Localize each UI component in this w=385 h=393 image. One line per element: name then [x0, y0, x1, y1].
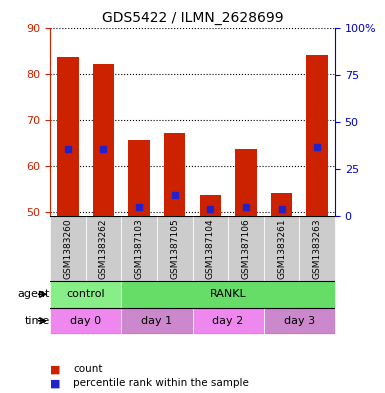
- Bar: [271, 193, 292, 216]
- Text: time: time: [25, 316, 50, 326]
- Text: GSM1387103: GSM1387103: [135, 218, 144, 279]
- Bar: [235, 149, 257, 216]
- Bar: [128, 140, 150, 216]
- Text: day 3: day 3: [284, 316, 315, 326]
- Text: GSM1383261: GSM1383261: [277, 218, 286, 279]
- FancyBboxPatch shape: [50, 216, 85, 281]
- Text: GSM1387106: GSM1387106: [241, 218, 250, 279]
- Text: agent: agent: [18, 289, 50, 299]
- FancyBboxPatch shape: [157, 216, 192, 281]
- FancyBboxPatch shape: [121, 307, 192, 334]
- FancyBboxPatch shape: [264, 307, 335, 334]
- FancyBboxPatch shape: [50, 281, 121, 307]
- Bar: [57, 57, 79, 216]
- Text: count: count: [73, 364, 103, 375]
- Text: day 2: day 2: [213, 316, 244, 326]
- Text: GSM1383262: GSM1383262: [99, 219, 108, 279]
- FancyBboxPatch shape: [85, 216, 121, 281]
- Title: GDS5422 / ILMN_2628699: GDS5422 / ILMN_2628699: [102, 11, 283, 25]
- Text: day 0: day 0: [70, 316, 101, 326]
- Text: percentile rank within the sample: percentile rank within the sample: [73, 378, 249, 388]
- FancyBboxPatch shape: [50, 307, 121, 334]
- FancyBboxPatch shape: [121, 281, 335, 307]
- FancyBboxPatch shape: [228, 216, 264, 281]
- Text: GSM1387105: GSM1387105: [170, 218, 179, 279]
- Text: GSM1383260: GSM1383260: [64, 218, 72, 279]
- FancyBboxPatch shape: [192, 216, 228, 281]
- Text: GSM1383263: GSM1383263: [313, 218, 321, 279]
- Text: day 1: day 1: [141, 316, 172, 326]
- Text: ■: ■: [50, 364, 60, 375]
- FancyBboxPatch shape: [121, 216, 157, 281]
- FancyBboxPatch shape: [192, 307, 264, 334]
- FancyBboxPatch shape: [264, 216, 300, 281]
- Text: GSM1387104: GSM1387104: [206, 218, 215, 279]
- Text: ■: ■: [50, 378, 60, 388]
- FancyBboxPatch shape: [300, 216, 335, 281]
- Bar: [93, 64, 114, 216]
- Bar: [164, 133, 186, 216]
- Bar: [306, 55, 328, 216]
- Text: control: control: [66, 289, 105, 299]
- Bar: [199, 195, 221, 216]
- Text: RANKL: RANKL: [210, 289, 246, 299]
